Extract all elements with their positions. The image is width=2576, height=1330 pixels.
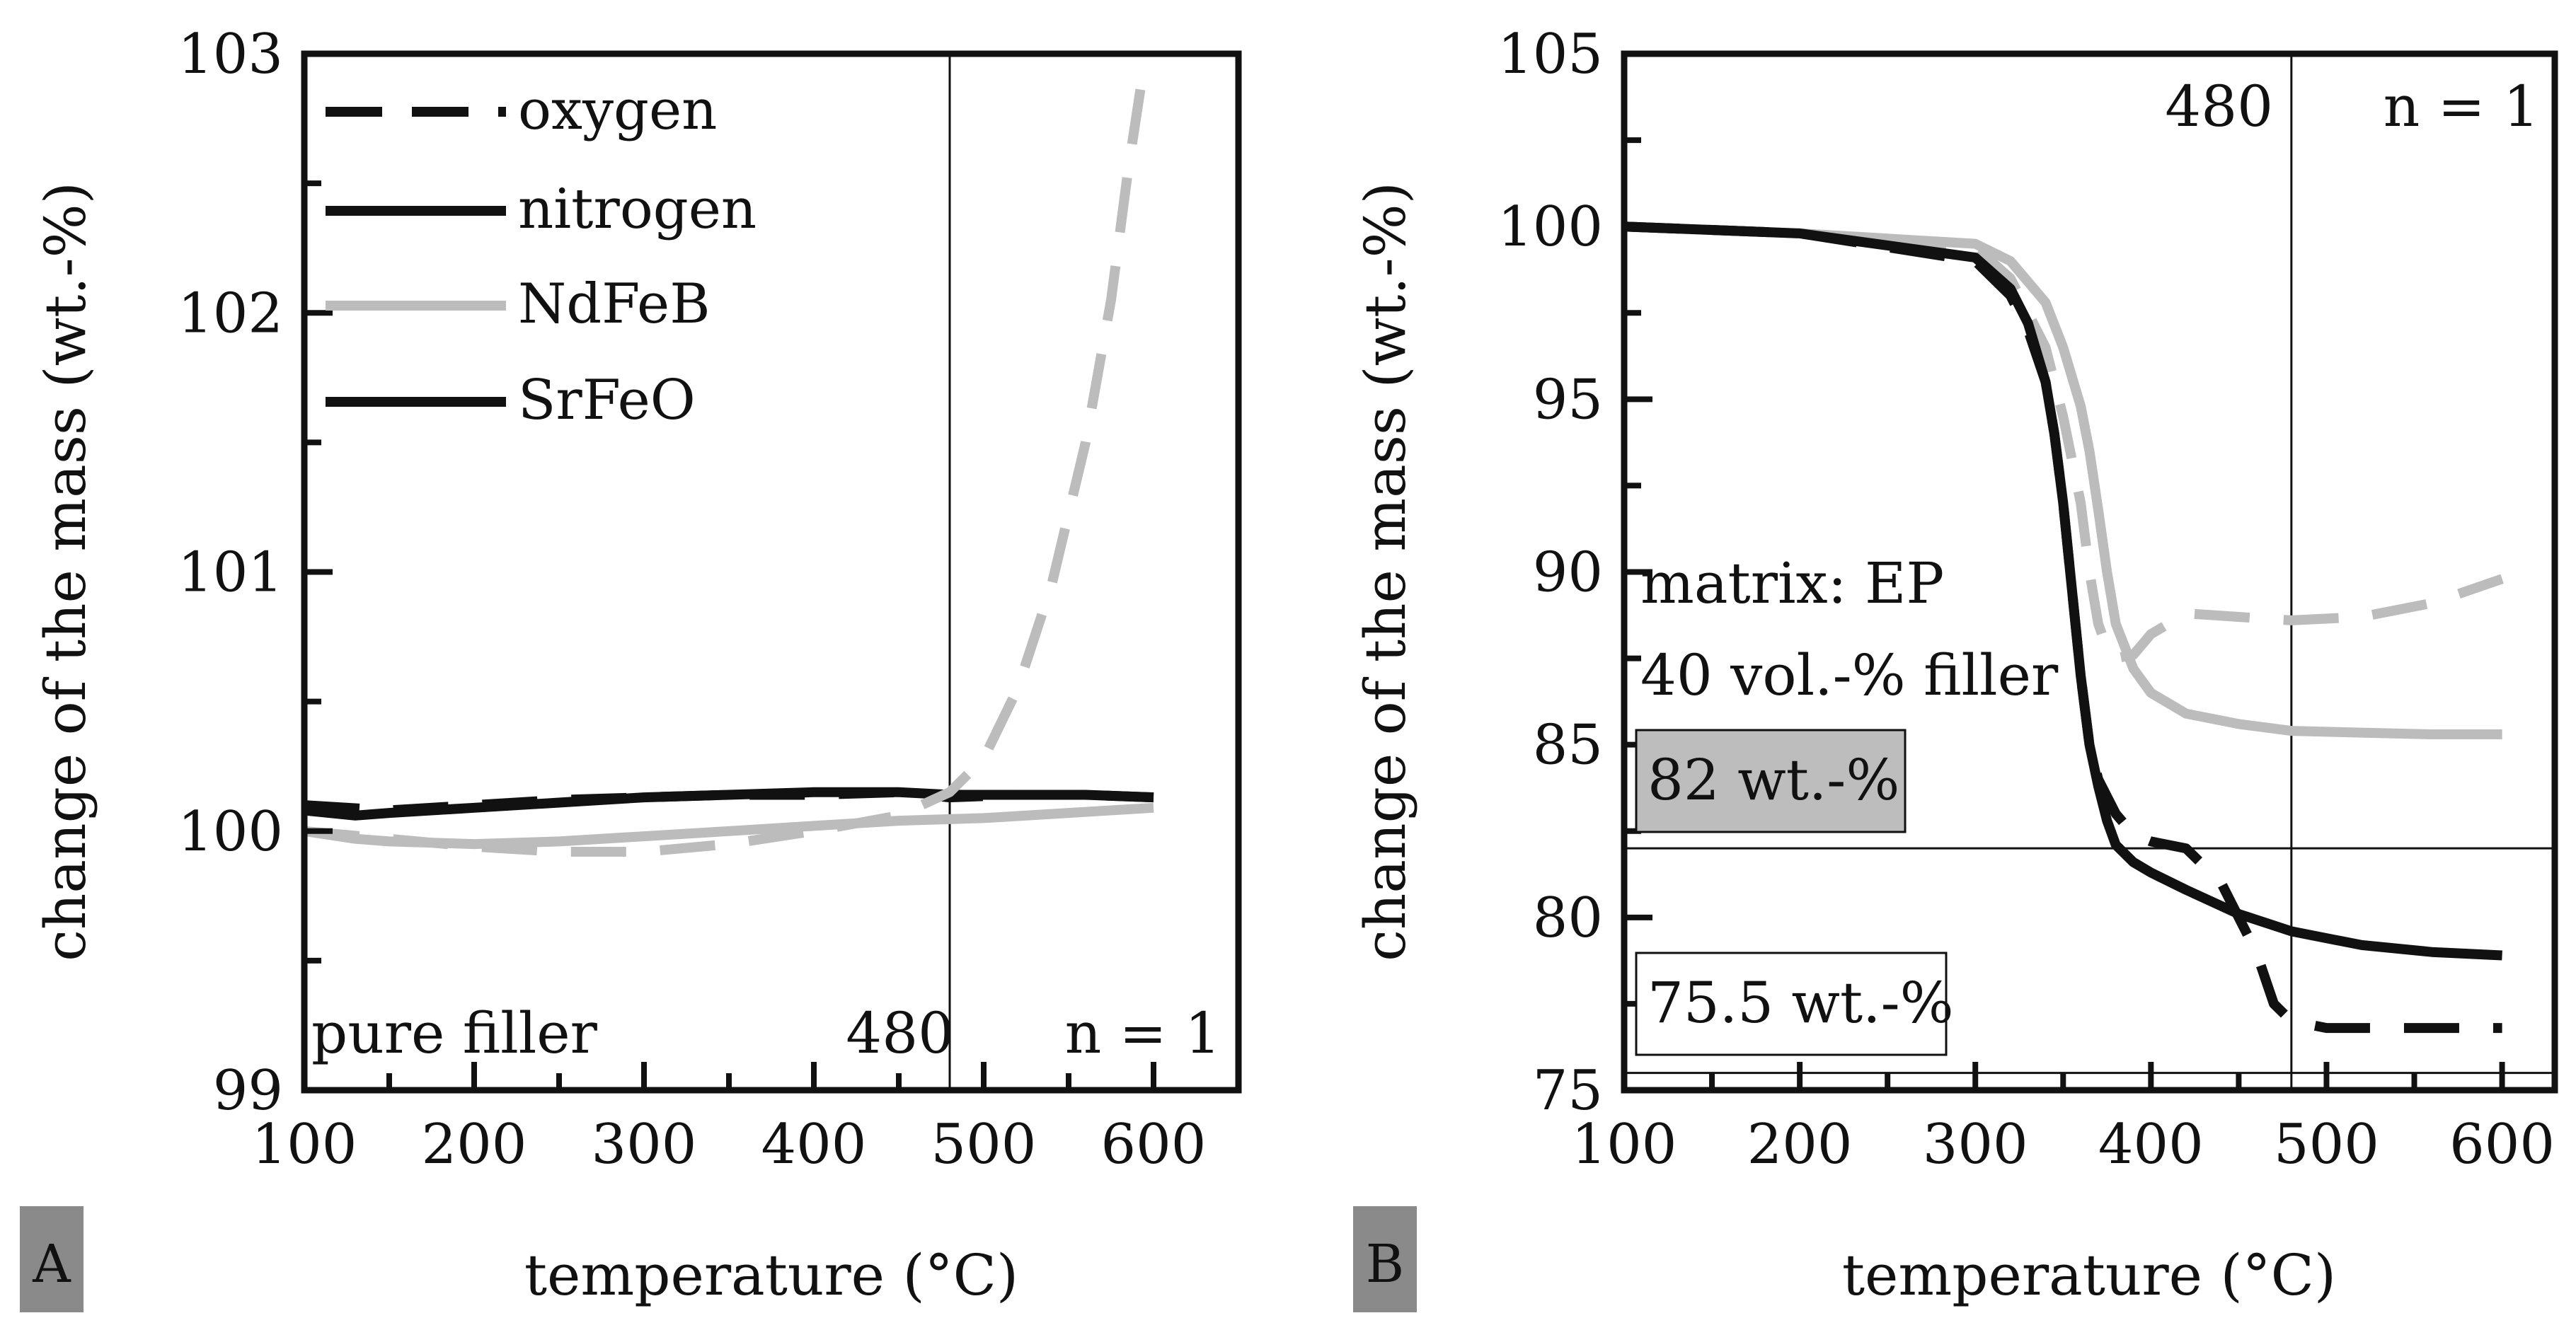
y-tick-label-102-a: 102	[178, 282, 283, 345]
annotation-filler: 40 vol.-% filler	[1640, 642, 2059, 708]
label-box-75-5	[1635, 952, 1948, 1056]
panel-letter-a: A	[32, 1234, 71, 1295]
x-tick-label-500-a: 500	[931, 1113, 1037, 1176]
series-ndfeb-nitrogen-a	[303, 802, 1154, 850]
series-srfeo-nitrogen-b	[1623, 221, 2502, 961]
hline-label-82: 82 wt.-%	[1648, 747, 1899, 813]
panel-letter-box-a	[20, 1206, 84, 1312]
y-tick-label-75-b: 75	[1533, 1059, 1603, 1123]
x-tick-label-400-b: 400	[2098, 1113, 2204, 1176]
legend-label-oxygen: oxygen	[518, 79, 717, 142]
vline-label-a: 480	[846, 1000, 954, 1066]
x-tick-label-600-b: 600	[2449, 1113, 2555, 1176]
legend-label-nitrogen: nitrogen	[518, 178, 757, 241]
y-tick-label-85-b: 85	[1533, 714, 1603, 777]
legend-label-srfeo: SrFeO	[518, 369, 696, 432]
series-ndfeb-nitrogen-b	[1623, 221, 2502, 739]
y-axis-title-a: change of the mass (wt.-%)	[33, 182, 98, 961]
y-tick-label-100-b: 100	[1497, 195, 1603, 259]
legend: oxygen nitrogen NdFeB SrFeO	[326, 79, 757, 432]
x-axis-title-a: temperature (°C)	[524, 1242, 1018, 1308]
x-tick-label-300-a: 300	[592, 1113, 697, 1176]
x-tick-label-400-a: 400	[761, 1113, 867, 1176]
annotation-pure-filler: pure filler	[311, 1000, 598, 1066]
x-tick-label-100-a: 100	[252, 1113, 357, 1176]
panel-b: 100 200 300 400 500 600 75 80 85 90 95 100 105 chang…	[1352, 23, 2558, 1312]
hline-label-75-5: 75.5 wt.-%	[1648, 970, 1954, 1036]
annotation-n-b: n = 1	[2384, 74, 2539, 139]
vline-label-b: 480	[2165, 74, 2273, 139]
series-ndfeb-oxygen-b	[1623, 221, 2504, 664]
x-tick-label-500-b: 500	[2274, 1113, 2379, 1176]
y-tick-label-95-b: 95	[1533, 368, 1603, 432]
x-tick-label-100-b: 100	[1572, 1113, 1677, 1176]
panel-letter-box-b	[1353, 1206, 1417, 1312]
label-box-82	[1635, 729, 1907, 833]
series-ndfeb-oxygen-a	[304, 58, 1150, 857]
y-axis-title-b: change of the mass (wt.-%)	[1352, 182, 1418, 961]
x-tick-label-300-b: 300	[1923, 1113, 2028, 1176]
y-tick-label-80-b: 80	[1533, 886, 1603, 950]
y-tick-label-100-a: 100	[178, 800, 283, 864]
x-axis-title-b: temperature (°C)	[1842, 1242, 2336, 1308]
series-srfeo-oxygen-b	[1623, 221, 2502, 1034]
series-srfeo-oxygen-a	[304, 787, 1154, 816]
y-tick-label-105-b: 105	[1497, 23, 1603, 86]
x-tick-label-600-a: 600	[1101, 1113, 1207, 1176]
y-tick-label-101-a: 101	[178, 541, 283, 605]
y-tick-label-99-a: 99	[213, 1059, 283, 1123]
annotation-matrix: matrix: EP	[1640, 550, 1944, 616]
legend-label-ndfeb: NdFeB	[518, 272, 711, 336]
x-tick-label-200-b: 200	[1747, 1113, 1853, 1176]
panel-letter-b: B	[1366, 1234, 1404, 1295]
y-tick-label-103-a: 103	[178, 23, 283, 86]
x-tick-label-200-a: 200	[422, 1113, 527, 1176]
annotation-n-a: n = 1	[1065, 1000, 1221, 1066]
y-tick-label-90-b: 90	[1533, 541, 1603, 605]
